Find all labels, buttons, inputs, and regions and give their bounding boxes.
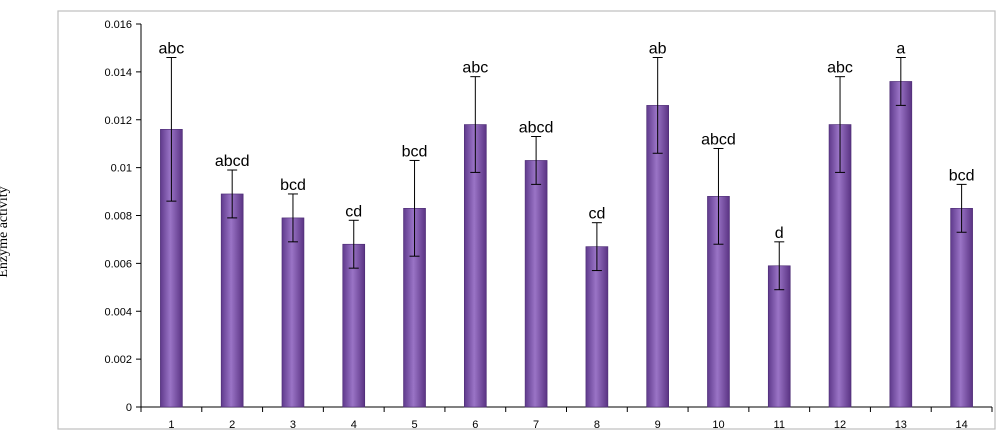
y-tick-label: 0 (126, 402, 132, 414)
significance-label: abcd (701, 131, 736, 148)
significance-label: cd (345, 203, 362, 220)
significance-label: d (775, 225, 784, 242)
bar (281, 217, 305, 408)
significance-label: cd (588, 206, 605, 223)
significance-label: bcd (402, 143, 428, 160)
y-tick-label: 0.008 (104, 211, 132, 223)
x-tick-label: 3 (290, 419, 296, 431)
y-tick-label: 0.01 (111, 163, 132, 175)
significance-label: abc (158, 41, 184, 58)
chart-frame (57, 10, 996, 430)
bar (889, 81, 913, 408)
y-axis-label: Enzyme activity (0, 186, 11, 278)
significance-label: a (896, 41, 905, 58)
significance-label: abc (827, 60, 853, 77)
bar (950, 208, 973, 408)
significance-label: bcd (949, 167, 975, 184)
bar (524, 160, 548, 408)
x-tick-label: 10 (712, 419, 724, 431)
x-tick-label: 6 (472, 419, 478, 431)
bar (220, 193, 244, 408)
x-tick-label: 1 (168, 419, 174, 431)
x-tick-label: 7 (533, 419, 539, 431)
y-tick-label: 0.006 (104, 258, 132, 270)
y-tick-label: 0.014 (104, 67, 132, 79)
x-tick-label: 2 (229, 419, 235, 431)
x-tick-label: 5 (411, 419, 417, 431)
x-tick-label: 11 (774, 419, 785, 431)
significance-label: abc (462, 60, 488, 77)
x-tick-label: 12 (834, 419, 846, 431)
y-tick-label: 0.012 (104, 115, 132, 127)
significance-label: ab (649, 41, 667, 58)
y-tick-label: 0.002 (104, 354, 132, 366)
significance-label: abcd (215, 153, 250, 170)
x-tick-label: 13 (895, 419, 907, 431)
significance-label: abcd (519, 120, 554, 137)
y-tick-label: 0.004 (104, 306, 132, 318)
x-tick-label: 8 (594, 419, 600, 431)
y-tick-label: 0.016 (104, 19, 132, 31)
significance-label: bcd (280, 177, 306, 194)
x-tick-label: 4 (351, 419, 357, 431)
x-tick-label: 9 (655, 419, 661, 431)
x-tick-label: 14 (955, 419, 967, 431)
